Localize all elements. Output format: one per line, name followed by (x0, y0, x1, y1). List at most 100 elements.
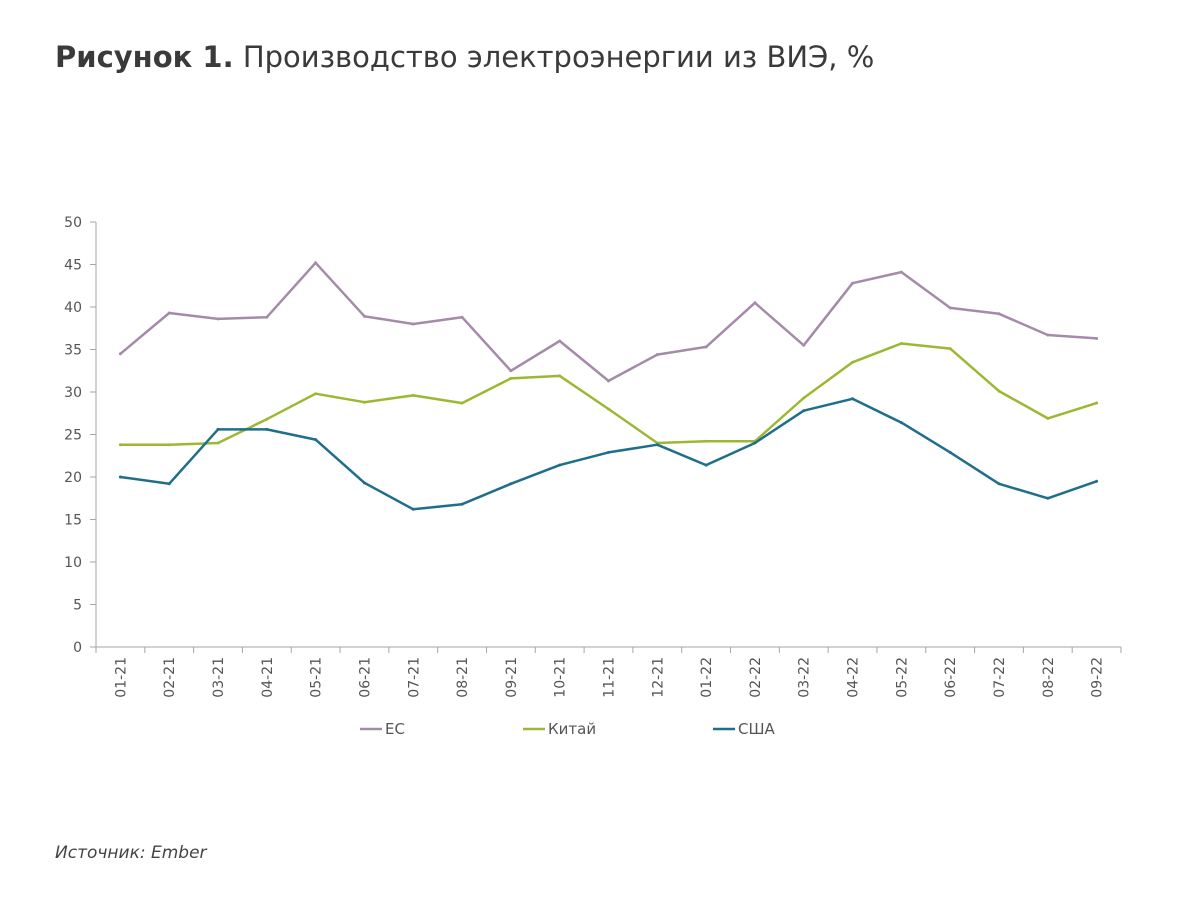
y-tick-label: 35 (64, 343, 82, 359)
y-tick-label: 10 (64, 555, 82, 571)
data-point (362, 481, 366, 485)
x-tick-label: 02-21 (162, 657, 178, 698)
data-point (899, 342, 903, 346)
data-point (118, 475, 122, 479)
x-tick-label: 02-22 (748, 657, 764, 698)
x-tick-label: 08-22 (1041, 657, 1057, 698)
y-tick-label: 5 (73, 598, 82, 614)
chart-title-text: Производство электроэнергии из ВИЭ, % (242, 40, 875, 74)
data-point (1095, 479, 1099, 483)
chart-title-bold: Рисунок 1. (55, 40, 234, 74)
data-point (314, 261, 318, 265)
data-point (460, 401, 464, 405)
data-point (558, 339, 562, 343)
y-tick-label: 45 (64, 258, 82, 274)
data-point (167, 482, 171, 486)
data-point (362, 314, 366, 318)
data-point (997, 482, 1001, 486)
x-tick-label: 05-22 (894, 657, 910, 698)
data-point (265, 427, 269, 431)
legend-label: Китай (548, 720, 596, 738)
x-tick-label: 07-22 (992, 657, 1008, 698)
data-point (655, 443, 659, 447)
data-point (899, 270, 903, 274)
data-point (216, 427, 220, 431)
data-point (265, 315, 269, 319)
data-point (997, 312, 1001, 316)
chart-title: Рисунок 1. Производство электроэнергии и… (55, 40, 874, 74)
data-point (851, 281, 855, 285)
data-point (704, 463, 708, 467)
data-point (1046, 333, 1050, 337)
x-tick-label: 11-21 (602, 657, 618, 698)
x-tick-label: 09-21 (504, 657, 520, 698)
y-tick-label: 25 (64, 428, 82, 444)
x-tick-label: 08-21 (455, 657, 471, 698)
x-tick-label: 04-22 (846, 657, 862, 698)
data-point (411, 393, 415, 397)
data-point (802, 396, 806, 400)
y-tick-label: 50 (64, 215, 82, 231)
data-point (411, 322, 415, 326)
data-point (1095, 336, 1099, 340)
data-point (509, 482, 513, 486)
data-point (607, 407, 610, 411)
y-tick-label: 20 (64, 470, 82, 486)
data-point (118, 352, 122, 356)
data-point (753, 441, 757, 445)
legend-label: США (738, 720, 776, 738)
legend-label: ЕС (385, 720, 405, 738)
data-point (411, 507, 415, 511)
data-point (899, 421, 903, 425)
data-point (167, 443, 171, 447)
data-point (704, 345, 708, 349)
x-tick-label: 06-21 (357, 657, 373, 698)
x-tick-label: 12-21 (650, 657, 666, 698)
data-point (167, 311, 171, 315)
data-point (509, 376, 513, 380)
data-point (851, 397, 855, 401)
data-point (851, 360, 855, 364)
data-point (948, 306, 952, 310)
data-point (1095, 401, 1099, 405)
data-point (558, 374, 562, 378)
y-tick-label: 15 (64, 513, 82, 529)
data-point (802, 409, 806, 413)
data-point (607, 379, 610, 383)
data-point (460, 315, 464, 319)
data-point (460, 502, 464, 506)
data-point (216, 317, 220, 321)
data-point (265, 417, 269, 421)
data-point (948, 450, 952, 454)
data-point (216, 441, 220, 445)
data-point (1046, 496, 1050, 500)
data-point (802, 343, 806, 347)
x-tick-label: 07-21 (406, 657, 422, 698)
data-point (118, 443, 122, 447)
data-point (997, 389, 1001, 393)
series-line (119, 261, 1098, 383)
data-point (753, 301, 757, 305)
x-tick-label: 04-21 (260, 657, 276, 698)
data-point (607, 450, 610, 454)
x-tick-label: 05-21 (309, 657, 325, 698)
data-point (362, 400, 366, 404)
x-tick-label: 09-22 (1090, 657, 1106, 698)
x-tick-label: 01-22 (699, 657, 715, 698)
data-point (948, 347, 952, 351)
x-tick-label: 10-21 (553, 657, 569, 698)
data-point (704, 439, 708, 443)
x-tick-label: 03-21 (211, 657, 227, 698)
x-tick-label: 01-21 (113, 657, 129, 698)
series-line (119, 397, 1098, 511)
data-point (314, 438, 318, 442)
x-tick-label: 06-22 (943, 657, 959, 698)
y-tick-label: 40 (64, 300, 82, 316)
y-tick-label: 30 (64, 385, 82, 401)
data-point (558, 463, 562, 467)
data-point (1046, 416, 1050, 420)
y-tick-label: 0 (73, 640, 82, 656)
data-point (655, 353, 659, 357)
data-point (314, 392, 318, 396)
